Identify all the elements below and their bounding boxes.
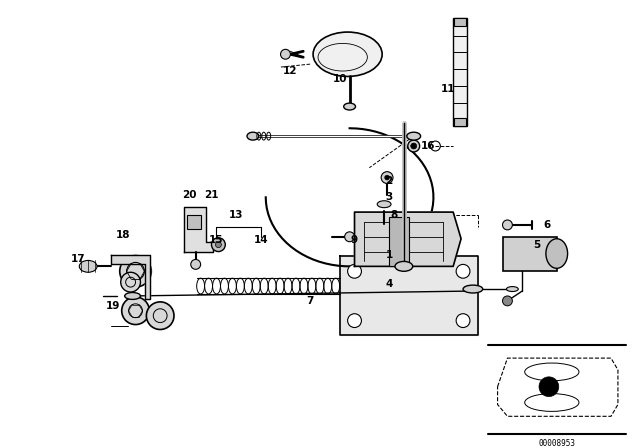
Polygon shape: [340, 257, 478, 336]
Text: 1: 1: [385, 250, 393, 259]
Circle shape: [408, 140, 420, 152]
Polygon shape: [111, 254, 150, 299]
Circle shape: [502, 220, 513, 230]
Circle shape: [191, 259, 200, 269]
Bar: [454, 18, 466, 26]
Ellipse shape: [377, 201, 391, 208]
Ellipse shape: [125, 293, 140, 299]
Circle shape: [348, 314, 362, 327]
Circle shape: [381, 172, 393, 184]
Circle shape: [456, 314, 470, 327]
Text: 17: 17: [71, 254, 86, 264]
Ellipse shape: [313, 32, 382, 77]
Text: 6: 6: [543, 220, 550, 230]
Circle shape: [211, 238, 225, 252]
Ellipse shape: [506, 287, 518, 292]
Circle shape: [539, 377, 559, 396]
Text: 19: 19: [106, 301, 120, 311]
Text: 18: 18: [115, 230, 130, 240]
Text: 3: 3: [385, 192, 393, 202]
Ellipse shape: [407, 132, 420, 140]
Polygon shape: [184, 207, 214, 252]
Text: 4: 4: [385, 279, 393, 289]
Circle shape: [120, 255, 151, 287]
Text: 2: 2: [385, 176, 393, 185]
Circle shape: [121, 272, 140, 292]
Ellipse shape: [395, 262, 413, 271]
Circle shape: [502, 296, 513, 306]
Circle shape: [456, 264, 470, 278]
Ellipse shape: [79, 260, 97, 272]
Text: 5: 5: [533, 240, 541, 250]
Text: 21: 21: [204, 190, 219, 200]
Text: 14: 14: [253, 235, 268, 245]
Circle shape: [385, 175, 390, 180]
Text: 7: 7: [307, 296, 314, 306]
Bar: [453, 18, 467, 126]
Circle shape: [280, 49, 291, 59]
Text: 9: 9: [351, 235, 358, 245]
Bar: [389, 217, 409, 267]
Text: 13: 13: [229, 210, 243, 220]
Text: 8: 8: [390, 210, 397, 220]
Bar: [187, 215, 200, 229]
Text: 12: 12: [283, 66, 298, 76]
Text: 11: 11: [441, 84, 456, 94]
Circle shape: [345, 232, 355, 242]
Circle shape: [122, 297, 149, 324]
Circle shape: [348, 264, 362, 278]
Bar: [502, 237, 557, 271]
Text: 00008953: 00008953: [538, 439, 575, 448]
Circle shape: [411, 143, 417, 149]
Text: 10: 10: [333, 74, 347, 84]
Bar: [454, 118, 466, 126]
Text: 16: 16: [421, 141, 436, 151]
Ellipse shape: [463, 285, 483, 293]
Circle shape: [216, 242, 221, 248]
Circle shape: [147, 302, 174, 329]
Text: 15: 15: [209, 235, 223, 245]
Ellipse shape: [344, 103, 355, 110]
Ellipse shape: [247, 132, 259, 140]
Polygon shape: [355, 212, 461, 267]
Ellipse shape: [546, 239, 568, 268]
Text: 20: 20: [182, 190, 197, 200]
